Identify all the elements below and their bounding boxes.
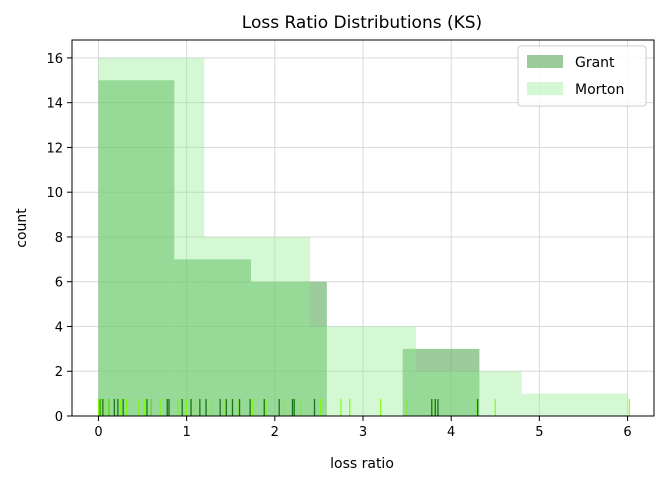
x-tick-label: 5 — [535, 425, 543, 440]
y-tick-label: 2 — [55, 365, 63, 380]
y-tick-label: 4 — [55, 320, 63, 335]
x-tick-label: 4 — [447, 425, 455, 440]
legend-label-morton: Morton — [575, 82, 624, 98]
x-tick-label: 3 — [359, 425, 367, 440]
y-tick-label: 16 — [46, 52, 63, 67]
rug-marks — [97, 399, 630, 416]
x-tick-label: 6 — [623, 425, 631, 440]
y-tick-label: 0 — [55, 410, 63, 425]
x-tick-label: 2 — [271, 425, 279, 440]
legend: Grant Morton — [517, 45, 647, 107]
legend-swatch-morton — [527, 82, 563, 95]
x-tick-label: 0 — [94, 425, 102, 440]
bar-morton — [310, 326, 416, 416]
x-axis-ticks: 0 1 2 3 4 5 6 — [94, 416, 632, 440]
y-axis-label: count — [14, 208, 30, 248]
x-tick-label: 1 — [182, 425, 190, 440]
bar-morton — [98, 57, 205, 417]
bar-grant — [402, 348, 480, 416]
chart-title: Loss Ratio Distributions (KS) — [242, 13, 482, 33]
y-tick-label: 14 — [46, 97, 63, 112]
legend-label-grant: Grant — [575, 55, 615, 71]
legend-swatch-grant — [527, 55, 563, 68]
y-tick-label: 12 — [46, 141, 63, 156]
bar-morton — [204, 236, 311, 416]
y-tick-label: 10 — [46, 186, 63, 201]
y-tick-label: 6 — [55, 276, 63, 291]
y-axis-ticks: 0 2 4 6 8 10 12 14 16 — [46, 52, 72, 425]
bar-grant — [174, 259, 252, 416]
y-tick-label: 8 — [55, 231, 63, 246]
bar-grant — [98, 80, 175, 417]
bar-morton — [521, 393, 628, 416]
x-axis-label: loss ratio — [330, 456, 394, 472]
bar-grant — [251, 281, 327, 416]
